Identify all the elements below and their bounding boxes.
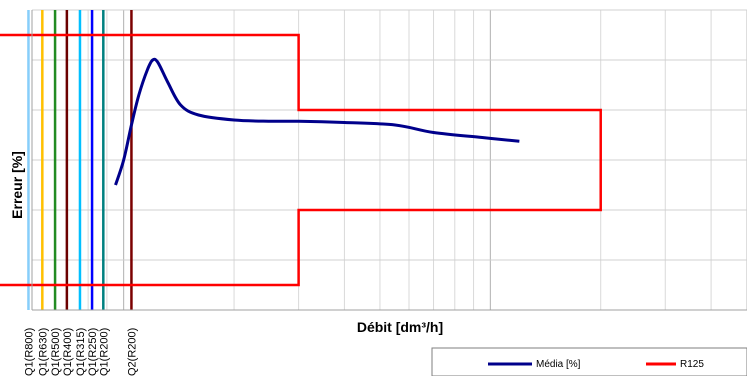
series-line-r125 <box>0 33 602 287</box>
vertical-markers: Q1(R800) Q1(R630) Q1(R500) Q1(R400) Q1(R315)… <box>23 10 138 376</box>
marker-label-q1r315: Q1(R315) <box>75 328 87 376</box>
legend-label-media: Média [%] <box>536 359 581 370</box>
marker-label-q2r200: Q2(R200) <box>126 328 138 376</box>
marker-label-q1r250: Q1(R250) <box>87 328 99 376</box>
axes <box>31 10 747 311</box>
marker-label-q1r630: Q1(R630) <box>37 328 49 376</box>
marker-label-q1r200: Q1(R200) <box>98 328 110 376</box>
legend: Média [%] R125 <box>431 347 747 376</box>
x-axis-label: Débit [dm³/h] <box>357 319 443 335</box>
legend-box <box>431 347 747 376</box>
marker-label-q1r400: Q1(R400) <box>62 328 74 376</box>
series-layer <box>0 33 602 287</box>
legend-label-r125: R125 <box>680 359 704 370</box>
grid <box>32 9 747 311</box>
marker-label-q1r800: Q1(R800) <box>23 328 35 376</box>
marker-label-q1r500: Q1(R500) <box>50 328 62 376</box>
y-axis-label: Erreur [%] <box>9 151 25 219</box>
series-line-media <box>114 57 520 186</box>
